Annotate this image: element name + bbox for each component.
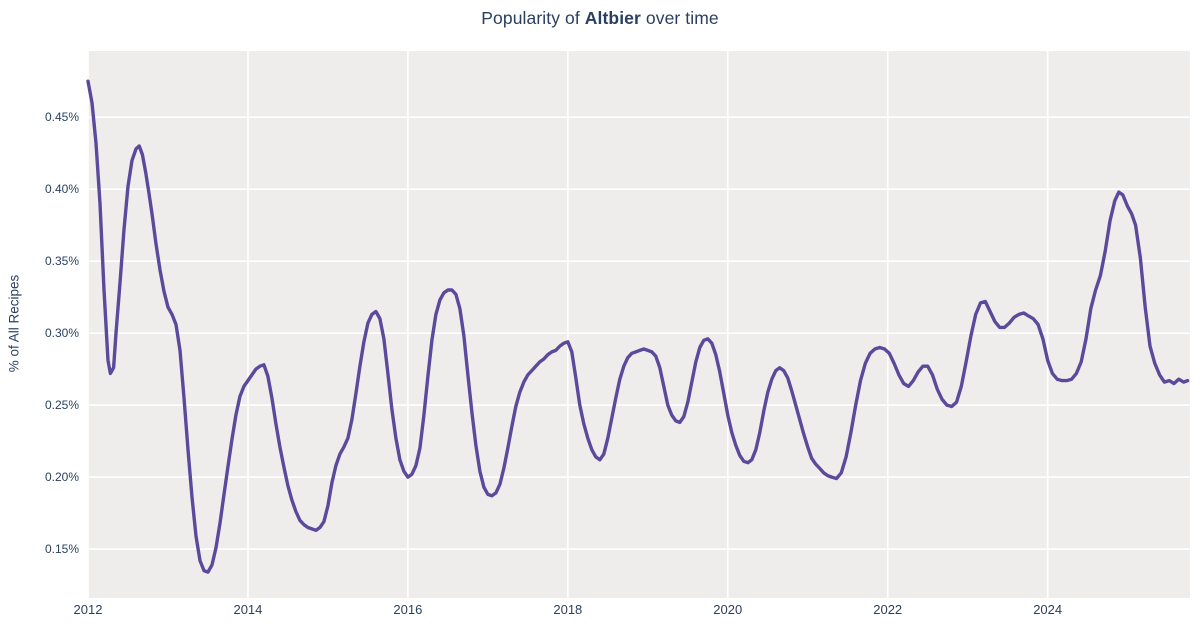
x-tick-label: 2020 [713,602,742,617]
y-tick-label: 0.25% [45,398,79,412]
chart-title-suffix: over time [640,8,719,28]
y-tick-label: 0.15% [45,542,79,556]
chart-title-beer-style: Altbier [584,8,641,28]
x-tick-label: 2018 [553,602,582,617]
x-tick-label: 2022 [873,602,902,617]
y-axis-title: % of All Recipes [6,274,22,373]
x-tick-label: 2014 [233,602,262,617]
y-tick-label: 0.35% [45,254,79,268]
plot-background [88,51,1190,598]
x-tick-label: 2012 [74,602,103,617]
y-tick-label: 0.20% [45,470,79,484]
x-tick-label: 2016 [393,602,422,617]
y-tick-label: 0.40% [45,182,79,196]
y-tick-label: 0.30% [45,326,79,340]
chart-title-prefix: Popularity of [481,8,585,28]
y-tick-label: 0.45% [45,110,79,124]
series-line-altbier [86,79,1190,574]
chart-title: Popularity of Altbier over time [0,8,1200,29]
x-tick-label: 2024 [1033,602,1062,617]
